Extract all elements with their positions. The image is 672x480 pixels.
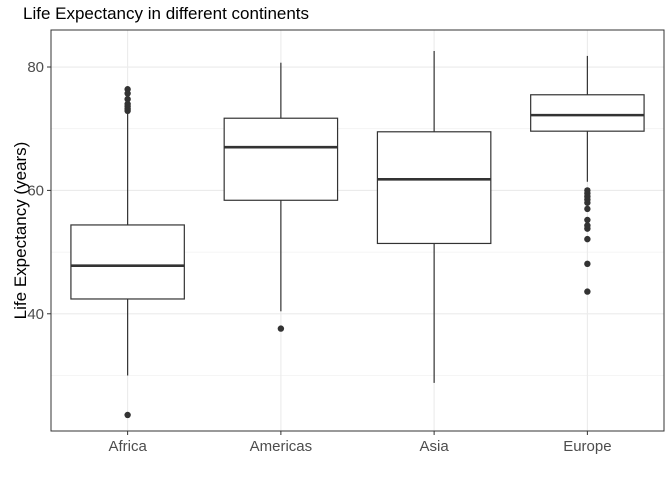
iqr-box [530,94,645,132]
x-tick-label: Africa [108,438,147,455]
plot-panel-border [50,29,665,432]
x-tick-label: Europe [563,438,611,455]
outlier-point [584,216,591,224]
box-europe [530,55,645,295]
outlier-point [277,325,285,332]
outlier-point [584,205,591,213]
chart-title: Life Expectancy in different continents [23,4,310,23]
iqr-box [376,131,492,245]
box-americas [223,62,339,332]
iqr-box [70,224,185,300]
outlier-point [124,95,131,103]
outlier-point [584,235,591,243]
box-africa [70,86,185,419]
outlier-point [584,260,591,268]
box-layer [70,50,645,419]
iqr-box [223,117,339,201]
outlier-point [584,288,591,295]
y-tick-label: 80 [27,59,44,76]
outlier-point [584,222,591,229]
outlier-point [124,100,131,108]
outlier-point [124,411,131,419]
y-tick-label: 40 [27,306,44,323]
axis-layer: 40 60 80 Africa Americas Asia Europe [27,59,611,455]
outlier-point [124,86,131,93]
y-axis-title: Life Expectancy (years) [11,142,30,320]
outlier-point [584,187,591,194]
y-tick-label: 60 [27,182,44,199]
box-asia [376,50,492,383]
x-tick-label: Asia [420,438,450,455]
x-tick-label: Americas [250,438,313,455]
